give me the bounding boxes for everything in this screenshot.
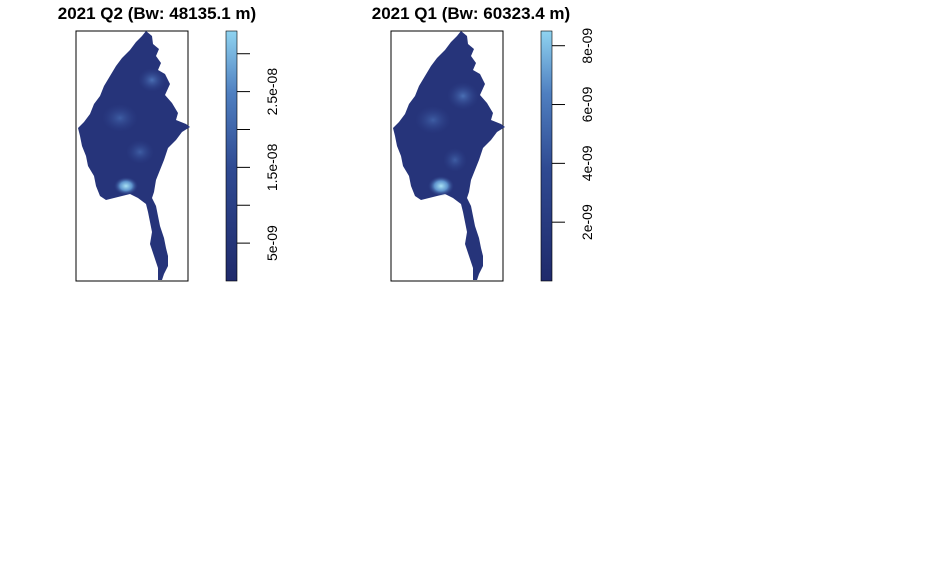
panel-2021-q2: 2021 Q2 (Bw: 48135.1 m) 5e-09 1.5e-08 2.5e… xyxy=(58,4,280,282)
myanmar-density-map xyxy=(393,31,505,280)
map-frame xyxy=(390,30,504,282)
density-patch xyxy=(415,106,451,134)
density-patch xyxy=(126,140,154,164)
density-hotspot xyxy=(114,177,138,195)
legend-tick-label: 2.5e-08 xyxy=(264,68,280,116)
panel-2021-q1: 2021 Q1 (Bw: 60323.4 m) 2e-09 4e-09 6e-09 8… xyxy=(372,4,595,282)
density-patch xyxy=(102,104,138,132)
panel-title: 2021 Q2 (Bw: 48135.1 m) xyxy=(58,4,256,23)
map-frame xyxy=(75,30,189,282)
legend-tick-label: 2e-09 xyxy=(579,204,595,240)
density-patch xyxy=(447,82,479,110)
legend-tick-label: 6e-09 xyxy=(579,86,595,122)
legend-axis: 2e-09 4e-09 6e-09 8e-09 xyxy=(552,28,595,240)
color-legend-bar xyxy=(540,30,553,282)
panel-title: 2021 Q1 (Bw: 60323.4 m) xyxy=(372,4,570,23)
myanmar-density-map xyxy=(78,31,190,280)
legend-axis: 5e-09 1.5e-08 2.5e-08 xyxy=(237,53,280,261)
density-patch xyxy=(138,68,166,92)
legend-tick-label: 4e-09 xyxy=(579,145,595,181)
density-patch xyxy=(443,148,467,172)
color-legend-bar xyxy=(225,30,238,282)
legend-tick-label: 1.5e-08 xyxy=(264,143,280,191)
density-hotspot xyxy=(428,176,454,196)
legend-tick-label: 5e-09 xyxy=(264,225,280,261)
legend-tick-label: 8e-09 xyxy=(579,28,595,64)
